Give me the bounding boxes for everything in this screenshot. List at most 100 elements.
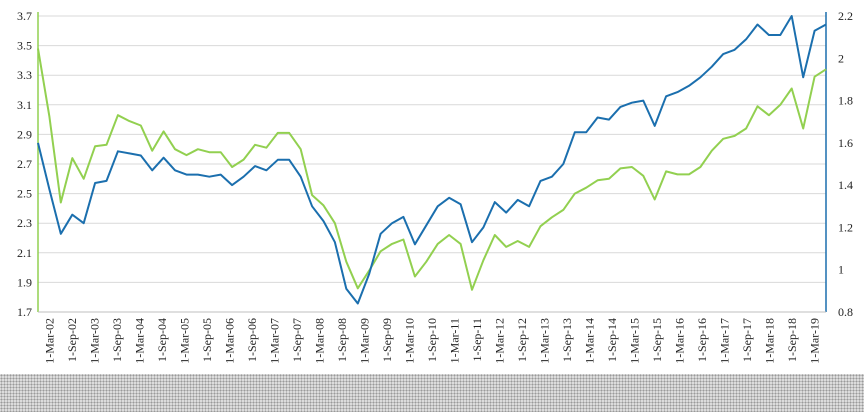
series-left-point: [105, 144, 107, 146]
series-left-point: [722, 138, 724, 140]
series-right-point: [631, 101, 633, 103]
x-tick-label: 1-Mar-18: [763, 318, 777, 364]
x-tick-label: 1-Sep-11: [470, 318, 484, 362]
series-left-point: [60, 201, 62, 203]
series-right-point: [128, 152, 130, 154]
series-right-point: [756, 23, 758, 25]
series-left-point: [528, 246, 530, 248]
series-left-point: [802, 127, 804, 129]
series-left-point: [665, 170, 667, 172]
left-tick-label: 3.7: [17, 9, 32, 23]
series-right-point: [311, 205, 313, 207]
series-left-point: [48, 115, 50, 117]
x-tick-label: 1-Mar-14: [583, 318, 597, 364]
x-tick-label: 1-Sep-13: [560, 318, 574, 362]
series-right-point: [562, 163, 564, 165]
right-tick-label: 1.8: [838, 94, 853, 108]
right-tick-label: 1.2: [838, 220, 853, 234]
series-left-point: [631, 166, 633, 168]
series-right-point: [825, 23, 827, 25]
series-right-point: [642, 99, 644, 101]
x-tick-label: 1-Mar-05: [177, 318, 191, 364]
series-left-point: [162, 130, 164, 132]
series-right-point: [699, 76, 701, 78]
left-tick-label: 2.7: [17, 157, 32, 171]
series-right-point: [791, 15, 793, 17]
series-left-point: [733, 135, 735, 137]
series-layer: [37, 15, 827, 305]
series-left-point: [94, 145, 96, 147]
left-tick-label: 1.7: [17, 305, 32, 319]
series-right-point: [197, 173, 199, 175]
series-left-point: [745, 127, 747, 129]
series-right-point: [813, 30, 815, 32]
series-left-point: [208, 151, 210, 153]
series-left-point: [311, 194, 313, 196]
left-tick-label: 3.5: [17, 39, 32, 53]
series-right-point: [151, 169, 153, 171]
series-right-point: [414, 243, 416, 245]
right-tick-label: 2: [838, 51, 844, 65]
series-left-point: [265, 147, 267, 149]
series-right-point: [368, 273, 370, 275]
series-right-point: [140, 154, 142, 156]
series-right-point: [585, 131, 587, 133]
x-tick-label: 1-Mar-17: [718, 318, 732, 364]
series-right-point: [402, 216, 404, 218]
left-y-tick-labels: 1.7 1.9 2.1 2.3 2.5 2.7 2.9 3.1 3.3 3.5 3.7: [17, 9, 32, 319]
series-left-point: [437, 243, 439, 245]
series-left-point: [551, 216, 553, 218]
series-right-point: [299, 175, 301, 177]
series-right-point: [619, 106, 621, 108]
x-tick-label: 1-Sep-18: [785, 318, 799, 362]
series-left-point: [345, 260, 347, 262]
series-left-point: [414, 275, 416, 277]
series-right-point: [733, 49, 735, 51]
left-tick-label: 1.9: [17, 275, 32, 289]
series-left-point: [779, 104, 781, 106]
series-left-point: [585, 186, 587, 188]
series-left-point: [813, 75, 815, 77]
x-tick-label: 1-Mar-08: [312, 318, 326, 364]
x-tick-label: 1-Mar-02: [42, 318, 56, 364]
left-tick-label: 2.3: [17, 216, 32, 230]
gridlines: [38, 15, 826, 313]
series-left-point: [151, 149, 153, 151]
series-right-point: [174, 169, 176, 171]
series-right-point: [448, 197, 450, 199]
series-left-point: [562, 209, 564, 211]
series-left-point: [288, 132, 290, 134]
series-right-point: [220, 173, 222, 175]
series-left-point: [756, 105, 758, 107]
series-left-point: [825, 68, 827, 70]
x-tick-label: 1-Mar-09: [357, 318, 371, 364]
series-left-point: [299, 148, 301, 150]
series-left-point: [619, 167, 621, 169]
series-right-point: [265, 169, 267, 171]
series-right-point: [745, 38, 747, 40]
series-left-point: [516, 240, 518, 242]
x-tick-label: 1-Sep-02: [65, 318, 79, 362]
series-left-point: [608, 178, 610, 180]
series-right-point: [379, 233, 381, 235]
series-right-point: [768, 34, 770, 36]
series-left-point: [277, 132, 279, 134]
series-line-right: [37, 15, 827, 305]
series-right-point: [459, 203, 461, 205]
series-left-point: [539, 225, 541, 227]
right-tick-label: 1.6: [838, 136, 853, 150]
series-left-point: [471, 289, 473, 291]
x-tick-label: 1-Sep-10: [425, 318, 439, 362]
series-right-point: [254, 165, 256, 167]
series-left-point: [82, 178, 84, 180]
x-tick-label: 1-Sep-08: [335, 318, 349, 362]
series-right-point: [596, 116, 598, 118]
series-left-point: [71, 157, 73, 159]
x-tick-label: 1-Mar-15: [628, 318, 642, 364]
series-right-point: [437, 205, 439, 207]
x-tick-label: 1-Mar-11: [448, 318, 462, 363]
left-tick-label: 3.3: [17, 68, 32, 82]
x-tick-label: 1-Mar-06: [222, 318, 236, 364]
series-right-point: [242, 175, 244, 177]
